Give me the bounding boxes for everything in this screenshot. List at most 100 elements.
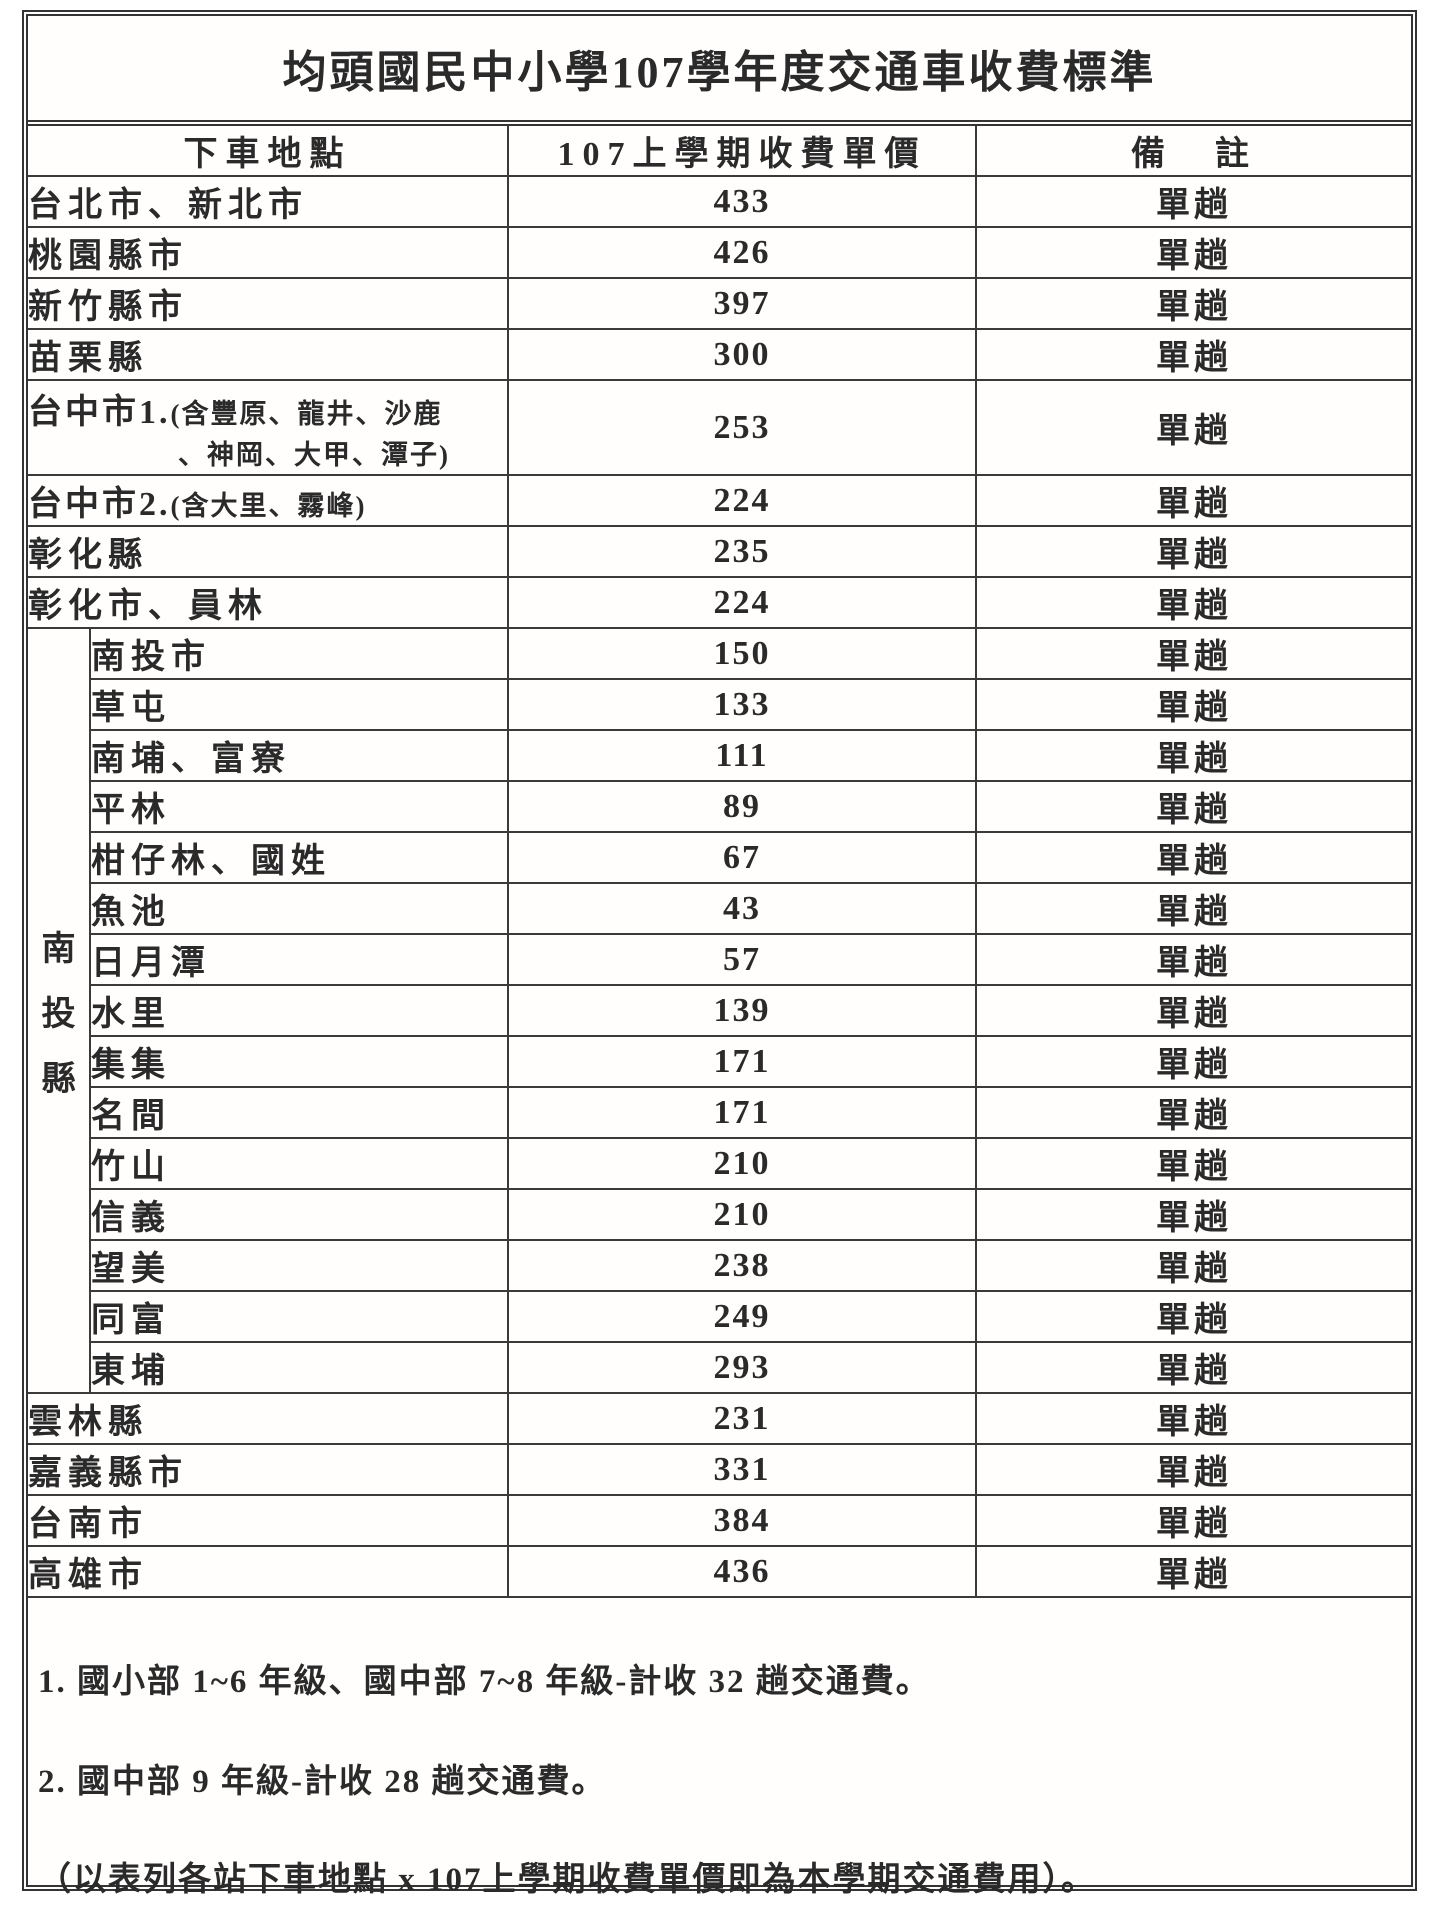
group-label-nantou: 南 投 縣 [28,627,91,1394]
note-cell: 單趟 [975,175,1411,228]
region-sub-line1: (含豐原、龍井、沙鹿 [170,398,443,429]
note-cell: 單趟 [975,1137,1411,1190]
header-row: 下車地點 107上學期收費單價 備 註 [28,126,1411,177]
table-row: 雲林縣 231 單趟 [28,1392,1411,1445]
price-cell: 224 [507,576,977,629]
price-cell: 139 [507,984,977,1037]
region-cell: 同富 [90,1290,509,1343]
table-row: 望美 238 單趟 [28,1239,1411,1292]
note-cell: 單趟 [975,1035,1411,1088]
table-row: 苗栗縣 300 單趟 [28,328,1411,381]
table-row: 南埔、富寮 111 單趟 [28,729,1411,782]
region-cell: 魚池 [90,882,509,935]
note-cell: 單趟 [975,576,1411,629]
region-cell: 南投市 [89,627,509,680]
table-row: 台北市、新北市 433 單趟 [28,175,1411,228]
note-cell: 單趟 [975,1494,1411,1547]
group-label-char: 南 [41,931,76,968]
region-cell: 竹山 [90,1137,509,1190]
fee-table: 下車地點 107上學期收費單價 備 註 台北市、新北市 433 單趟 桃園縣市 … [28,126,1411,1598]
table-row: 桃園縣市 426 單趟 [28,226,1411,279]
note-cell: 單趟 [975,729,1411,782]
note-line-3: （以表列各站下車地點 x 107上學期收費單價即為本學期交通費用）。 [38,1862,1096,1898]
note-cell: 單趟 [975,1188,1411,1241]
region-cell: 平林 [90,780,509,833]
table-row-taichung2: 台中市2. (含大里、霧峰) 224 單趟 [28,474,1411,527]
table-row: 彰化縣 235 單趟 [28,525,1411,578]
region-cell: 台中市2. (含大里、霧峰) [28,474,509,527]
price-cell: 293 [507,1341,977,1394]
region-cell: 信義 [90,1188,509,1241]
region-cell: 台中市1. (含豐原、龍井、沙鹿 、神岡、大甲、潭子) [28,379,509,476]
note-cell: 單趟 [975,1545,1411,1598]
note-cell: 單趟 [975,328,1411,381]
region-cell: 雲林縣 [28,1392,509,1445]
region-cell: 台南市 [28,1494,509,1547]
price-cell: 111 [507,729,977,782]
price-cell: 331 [507,1443,977,1496]
region-cell: 嘉義縣市 [28,1443,509,1496]
region-sub-line2: 、神岡、大甲、潭子) [178,439,450,470]
group-label-char: 投 [41,996,76,1033]
table-row: 名間 171 單趟 [28,1086,1411,1139]
note-cell: 單趟 [975,1239,1411,1292]
region-cell: 草屯 [90,678,509,731]
region-cell: 日月潭 [90,933,509,986]
table-row: 柑仔林、國姓 67 單趟 [28,831,1411,884]
note-cell: 單趟 [975,1392,1411,1445]
header-note: 備 註 [975,126,1411,177]
price-cell: 249 [507,1290,977,1343]
footer-notes: 1. 國小部 1~6 年級、國中部 7~8 年級-計收 32 趟交通費。 2. … [28,1598,1411,1900]
note-cell: 單趟 [975,780,1411,833]
price-cell: 133 [507,678,977,731]
price-cell: 171 [507,1086,977,1139]
title-box: 均頭國民中小學107學年度交通車收費標準 [28,16,1411,126]
note-cell: 單趟 [975,1086,1411,1139]
region-cell: 東埔 [90,1341,509,1394]
region-cell: 台北市、新北市 [28,175,509,228]
note-cell: 單趟 [975,1443,1411,1496]
header-location: 下車地點 [28,126,509,177]
table-row: 集集 171 單趟 [28,1035,1411,1088]
page-title: 均頭國民中小學107學年度交通車收費標準 [282,48,1157,97]
note-cell: 單趟 [975,1290,1411,1343]
region-cell: 望美 [90,1239,509,1292]
note-cell: 單趟 [975,984,1411,1037]
price-cell: 150 [507,627,977,680]
document-sheet: 均頭國民中小學107學年度交通車收費標準 下車地點 107上學期收費單價 備 註… [22,10,1417,1898]
price-cell: 43 [507,882,977,935]
region-cell: 彰化市、員林 [28,576,509,629]
table-row: 嘉義縣市 331 單趟 [28,1443,1411,1496]
note-line-2: 2. 國中部 9 年級-計收 28 趟交通費。 [38,1764,607,1800]
price-cell: 300 [507,328,977,381]
price-cell: 231 [507,1392,977,1445]
region-cell: 集集 [90,1035,509,1088]
price-cell: 253 [507,379,977,476]
price-cell: 426 [507,226,977,279]
note-cell: 單趟 [975,277,1411,330]
price-cell: 210 [507,1137,977,1190]
table-row: 台南市 384 單趟 [28,1494,1411,1547]
table-row: 水里 139 單趟 [28,984,1411,1037]
price-cell: 235 [507,525,977,578]
region-cell: 新竹縣市 [28,277,509,330]
region-cell: 彰化縣 [28,525,509,578]
region-cell: 柑仔林、國姓 [90,831,509,884]
price-cell: 433 [507,175,977,228]
price-cell: 436 [507,1545,977,1598]
table-row: 平林 89 單趟 [28,780,1411,833]
table-row-taichung1: 台中市1. (含豐原、龍井、沙鹿 、神岡、大甲、潭子) 253 單趟 [28,379,1411,476]
region-cell: 名間 [90,1086,509,1139]
region-sub-line1: (含大里、霧峰) [170,491,367,521]
table-row: 彰化市、員林 224 單趟 [28,576,1411,629]
note-cell: 單趟 [975,831,1411,884]
price-cell: 210 [507,1188,977,1241]
table-row: 新竹縣市 397 單趟 [28,277,1411,330]
region-main: 台中市2. [28,486,171,523]
price-cell: 89 [507,780,977,833]
table-row-group: 南 投 縣 南投市 150 單趟 [28,627,1411,1394]
table-row: 日月潭 57 單趟 [28,933,1411,986]
price-cell: 67 [507,831,977,884]
note-cell: 單趟 [975,474,1411,527]
note-cell: 單趟 [975,627,1411,680]
